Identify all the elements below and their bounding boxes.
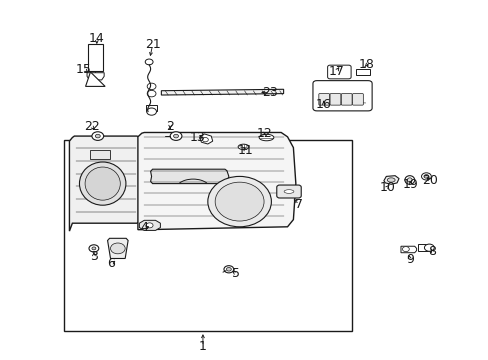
Ellipse shape bbox=[215, 182, 264, 221]
Ellipse shape bbox=[85, 167, 120, 200]
Ellipse shape bbox=[407, 178, 411, 182]
Bar bbox=[87, 44, 103, 71]
Polygon shape bbox=[400, 246, 416, 253]
Circle shape bbox=[146, 223, 153, 228]
Bar bbox=[90, 150, 110, 159]
FancyBboxPatch shape bbox=[276, 185, 301, 198]
Circle shape bbox=[89, 245, 99, 252]
Polygon shape bbox=[87, 73, 104, 80]
Ellipse shape bbox=[386, 178, 394, 182]
Text: 3: 3 bbox=[90, 250, 98, 263]
Circle shape bbox=[95, 134, 100, 138]
Bar bbox=[355, 69, 369, 75]
Text: 17: 17 bbox=[328, 65, 344, 78]
Text: 23: 23 bbox=[262, 86, 277, 99]
Text: 18: 18 bbox=[358, 58, 374, 71]
Polygon shape bbox=[107, 238, 128, 258]
Text: 9: 9 bbox=[405, 253, 413, 266]
Polygon shape bbox=[138, 132, 295, 230]
Polygon shape bbox=[199, 134, 212, 144]
Circle shape bbox=[92, 247, 96, 250]
Text: 14: 14 bbox=[89, 32, 104, 45]
Circle shape bbox=[173, 134, 178, 138]
FancyBboxPatch shape bbox=[327, 65, 350, 79]
Polygon shape bbox=[161, 89, 283, 95]
FancyBboxPatch shape bbox=[318, 94, 329, 105]
Circle shape bbox=[146, 108, 156, 115]
FancyBboxPatch shape bbox=[352, 94, 363, 105]
Text: 5: 5 bbox=[231, 267, 239, 280]
Circle shape bbox=[402, 247, 408, 252]
Polygon shape bbox=[383, 176, 398, 184]
Text: 1: 1 bbox=[199, 340, 206, 353]
Text: 12: 12 bbox=[256, 127, 271, 140]
Text: 16: 16 bbox=[315, 98, 331, 111]
Bar bbox=[146, 105, 157, 111]
Polygon shape bbox=[69, 136, 142, 231]
FancyBboxPatch shape bbox=[341, 94, 351, 105]
Bar bbox=[418, 244, 430, 251]
Circle shape bbox=[147, 90, 156, 97]
Text: 6: 6 bbox=[107, 257, 115, 270]
Circle shape bbox=[421, 173, 430, 180]
Bar bbox=[63, 140, 351, 331]
Text: 15: 15 bbox=[76, 63, 92, 76]
Circle shape bbox=[423, 175, 428, 178]
Ellipse shape bbox=[207, 176, 271, 227]
Circle shape bbox=[170, 132, 182, 140]
Ellipse shape bbox=[79, 162, 126, 205]
Ellipse shape bbox=[404, 176, 414, 184]
FancyBboxPatch shape bbox=[312, 81, 371, 111]
Ellipse shape bbox=[238, 144, 248, 150]
Circle shape bbox=[202, 138, 208, 142]
Circle shape bbox=[147, 83, 156, 90]
Text: 21: 21 bbox=[144, 39, 160, 51]
Circle shape bbox=[92, 132, 103, 140]
Text: 2: 2 bbox=[166, 120, 174, 132]
Polygon shape bbox=[139, 220, 160, 230]
Text: 4: 4 bbox=[140, 221, 148, 234]
FancyBboxPatch shape bbox=[329, 94, 340, 105]
Text: 13: 13 bbox=[189, 131, 205, 144]
Text: 20: 20 bbox=[422, 174, 437, 187]
Text: 19: 19 bbox=[402, 178, 418, 191]
Text: 8: 8 bbox=[427, 245, 435, 258]
Circle shape bbox=[110, 243, 125, 254]
Circle shape bbox=[424, 244, 433, 251]
Text: 10: 10 bbox=[379, 181, 394, 194]
Polygon shape bbox=[150, 169, 228, 184]
Text: 7: 7 bbox=[295, 198, 303, 211]
Polygon shape bbox=[85, 72, 105, 86]
Text: 22: 22 bbox=[84, 120, 100, 133]
Text: 11: 11 bbox=[237, 144, 253, 157]
Ellipse shape bbox=[259, 134, 273, 141]
Ellipse shape bbox=[284, 190, 293, 193]
Circle shape bbox=[224, 266, 233, 273]
Circle shape bbox=[145, 59, 153, 65]
Circle shape bbox=[226, 267, 231, 271]
